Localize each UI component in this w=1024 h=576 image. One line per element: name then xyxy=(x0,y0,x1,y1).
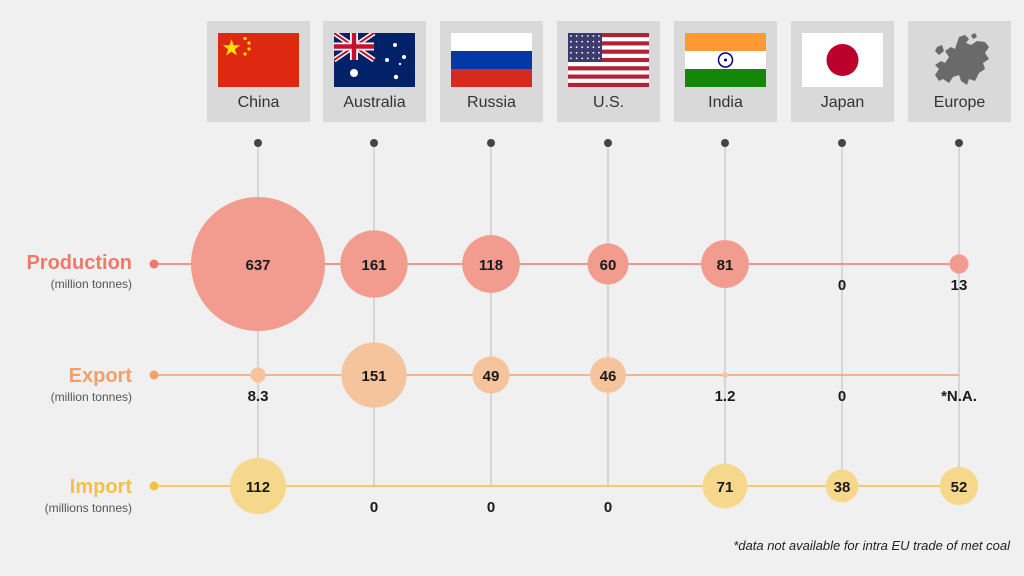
row-label-export: Export (million tonnes) xyxy=(0,365,132,404)
value-label-production-australia: 161 xyxy=(361,257,386,274)
value-label-import-us: 0 xyxy=(604,499,612,516)
row-label-production: Production (million tonnes) xyxy=(0,252,132,291)
column-dot-china xyxy=(254,139,262,147)
column-dot-india xyxy=(721,139,729,147)
row-unit-production: (million tonnes) xyxy=(50,277,132,291)
china-flag-icon xyxy=(218,33,299,87)
country-name: Russia xyxy=(467,94,516,111)
country-card-europe: Europe xyxy=(908,21,1011,122)
value-label-import-australia: 0 xyxy=(370,499,378,516)
column-dot-australia xyxy=(370,139,378,147)
row-title-import: Import xyxy=(69,476,132,498)
bubble-production-australia xyxy=(340,230,408,298)
row-unit-export: (million tonnes) xyxy=(50,390,132,404)
bubble-production-china xyxy=(191,197,325,331)
europe-map-icon xyxy=(935,33,989,85)
value-label-production-europe: 13 xyxy=(951,277,968,294)
column-dot-russia xyxy=(487,139,495,147)
country-name: Australia xyxy=(343,94,406,111)
column-dot-us xyxy=(604,139,612,147)
value-label-import-india: 71 xyxy=(717,479,734,496)
value-label-import-china: 112 xyxy=(246,479,270,496)
value-label-import-europe: 52 xyxy=(951,479,968,496)
bubble-import-china xyxy=(229,457,287,515)
row-dot-production xyxy=(149,259,159,269)
value-label-export-india: 1.2 xyxy=(715,388,736,405)
row-dot-import xyxy=(149,481,159,491)
country-card-japan: Japan xyxy=(791,21,894,122)
japan-flag-icon xyxy=(802,33,883,87)
bubble-import-india xyxy=(702,463,748,509)
bubble-import-japan xyxy=(825,469,859,503)
bubble-production-russia xyxy=(462,235,520,293)
country-card-us: U.S. xyxy=(557,21,660,122)
country-card-india: India xyxy=(674,21,777,122)
country-name: Europe xyxy=(933,94,986,111)
value-label-export-russia: 49 xyxy=(483,368,500,385)
value-label-production-us: 60 xyxy=(600,257,617,274)
australia-flag-icon xyxy=(334,33,415,87)
country-card-china: China xyxy=(207,21,310,122)
value-label-production-russia: 118 xyxy=(479,257,503,274)
value-label-production-china: 637 xyxy=(245,257,270,274)
footnote: *data not available for intra EU trade o… xyxy=(733,538,1010,553)
row-title-production: Production xyxy=(26,252,132,274)
bubble-production-us xyxy=(587,243,629,285)
india-flag-icon xyxy=(685,33,766,87)
country-card-russia: Russia xyxy=(440,21,543,122)
value-label-export-japan: 0 xyxy=(838,388,846,405)
bubble-export-australia xyxy=(341,342,407,408)
row-dot-export xyxy=(149,370,159,380)
row-unit-import: (millions tonnes) xyxy=(44,501,132,515)
bubble-export-india xyxy=(722,372,728,378)
country-name: U.S. xyxy=(592,94,625,111)
value-label-export-us: 46 xyxy=(600,368,617,385)
value-label-export-china: 8.3 xyxy=(248,388,269,405)
value-label-production-india: 81 xyxy=(717,257,734,274)
country-name: Japan xyxy=(820,94,865,111)
bubble-export-china xyxy=(250,367,266,383)
bubble-export-russia xyxy=(472,356,510,394)
country-name: India xyxy=(708,94,743,111)
country-card-australia: Australia xyxy=(323,21,426,122)
bubble-production-europe xyxy=(949,254,969,274)
value-label-import-russia: 0 xyxy=(487,499,495,516)
bubble-production-india xyxy=(701,240,749,288)
value-label-production-japan: 0 xyxy=(838,277,846,294)
value-label-export-australia: 151 xyxy=(361,368,386,385)
value-label-import-japan: 38 xyxy=(834,479,851,496)
column-dot-japan xyxy=(838,139,846,147)
row-label-import: Import (millions tonnes) xyxy=(0,476,132,515)
country-name: China xyxy=(237,94,280,111)
column-dot-europe xyxy=(955,139,963,147)
bubble-export-us xyxy=(589,356,627,394)
value-label-export-europe: *N.A. xyxy=(941,388,977,405)
bubble-import-europe xyxy=(939,466,979,506)
row-title-export: Export xyxy=(68,365,132,387)
us-flag-icon xyxy=(568,33,649,87)
russia-flag-icon xyxy=(451,33,532,87)
